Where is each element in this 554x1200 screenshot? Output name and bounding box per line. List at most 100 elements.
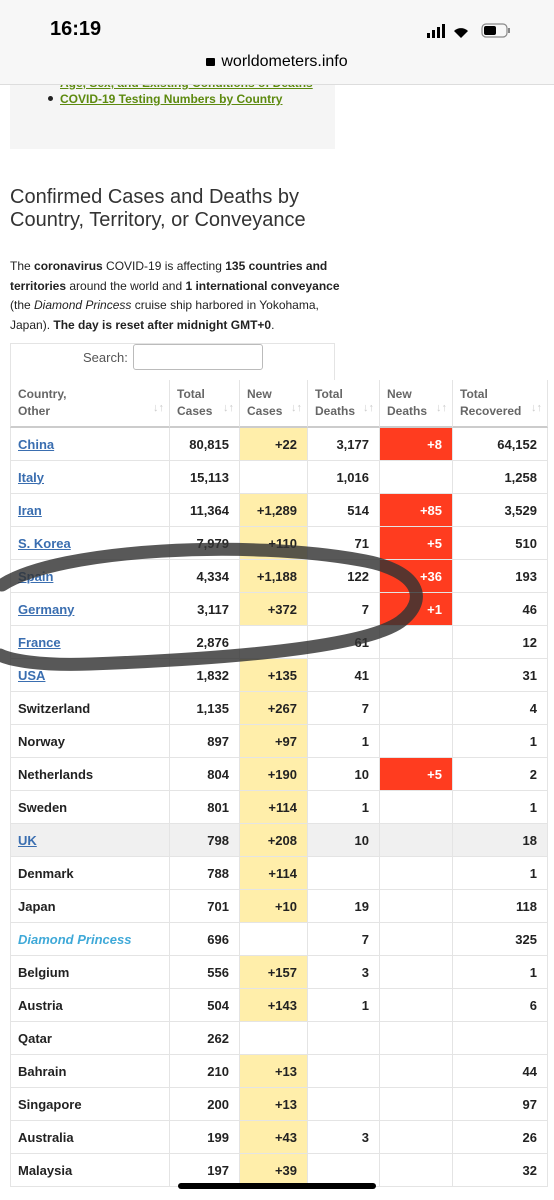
sort-icon: ↓↑ bbox=[153, 402, 164, 414]
value-cell bbox=[380, 626, 453, 659]
value-cell bbox=[380, 824, 453, 857]
value-cell: 19 bbox=[308, 890, 380, 923]
country-cell: Austria bbox=[10, 989, 170, 1022]
country-cell: Belgium bbox=[10, 956, 170, 989]
value-cell: 510 bbox=[453, 527, 548, 560]
column-header[interactable]: Total Cases ↓↑ bbox=[170, 380, 240, 428]
intro-text: 1 international conveyance bbox=[185, 278, 340, 293]
value-cell: +114 bbox=[240, 791, 308, 824]
intro-text: COVID-19 is affecting bbox=[102, 259, 226, 273]
value-cell bbox=[380, 1121, 453, 1154]
header-line: Total bbox=[177, 387, 205, 401]
intro-text: (the bbox=[10, 298, 35, 312]
address-bar[interactable]: worldometers.info bbox=[0, 53, 554, 71]
value-cell: 504 bbox=[170, 989, 240, 1022]
country-cell[interactable]: Spain bbox=[10, 560, 170, 593]
value-cell: 2,876 bbox=[170, 626, 240, 659]
value-cell: 7 bbox=[308, 923, 380, 956]
header-label: New Deaths bbox=[387, 386, 427, 420]
value-cell: 1,258 bbox=[453, 461, 548, 494]
value-cell: 1 bbox=[453, 857, 548, 890]
country-cell[interactable]: Italy bbox=[10, 461, 170, 494]
value-cell bbox=[240, 1022, 308, 1055]
value-cell: +36 bbox=[380, 560, 453, 593]
value-cell: 6 bbox=[453, 989, 548, 1022]
country-cell[interactable]: USA bbox=[10, 659, 170, 692]
value-cell: 1 bbox=[453, 791, 548, 824]
url: worldometers.info bbox=[221, 53, 348, 70]
header-line: Cases bbox=[247, 404, 283, 418]
column-header[interactable]: Total Recovered ↓↑ bbox=[453, 380, 548, 428]
value-cell bbox=[308, 857, 380, 890]
menu-box: Age, Sex, and Existing Conditions of Dea… bbox=[10, 76, 335, 149]
value-cell: 10 bbox=[308, 758, 380, 791]
intro-text: cruise ship harbored in Yokohama, Japan)… bbox=[10, 298, 319, 332]
country-cell: Sweden bbox=[10, 791, 170, 824]
value-cell: +157 bbox=[240, 956, 308, 989]
country-cell[interactable]: S. Korea bbox=[10, 527, 170, 560]
country-cell: Australia bbox=[10, 1121, 170, 1154]
country-cell[interactable]: Iran bbox=[10, 494, 170, 527]
value-cell: 3,529 bbox=[453, 494, 548, 527]
value-cell: 1,832 bbox=[170, 659, 240, 692]
header-line: Deaths bbox=[315, 404, 356, 418]
value-cell: +13 bbox=[240, 1088, 308, 1121]
value-cell: 200 bbox=[170, 1088, 240, 1121]
value-cell: 798 bbox=[170, 824, 240, 857]
value-cell: 31 bbox=[453, 659, 548, 692]
value-cell bbox=[380, 956, 453, 989]
value-cell bbox=[380, 1055, 453, 1088]
value-cell bbox=[308, 1022, 380, 1055]
value-cell: 4,334 bbox=[170, 560, 240, 593]
heading: Confirmed Cases and Deaths by Country, T… bbox=[10, 186, 306, 232]
value-cell: 1 bbox=[308, 791, 380, 824]
value-cell: 1 bbox=[308, 989, 380, 1022]
value-cell: 1,135 bbox=[170, 692, 240, 725]
value-cell: 61 bbox=[308, 626, 380, 659]
header-label: New Cases bbox=[247, 386, 282, 420]
country-cell[interactable]: Germany bbox=[10, 593, 170, 626]
header-line: Total bbox=[315, 387, 343, 401]
sort-icon: ↓↑ bbox=[291, 402, 302, 414]
search-input[interactable] bbox=[133, 344, 263, 370]
country-cell[interactable]: UK bbox=[10, 824, 170, 857]
column-header[interactable]: New Deaths ↓↑ bbox=[380, 380, 453, 428]
column-header[interactable]: Total Deaths ↓↑ bbox=[308, 380, 380, 428]
value-cell: 7 bbox=[308, 593, 380, 626]
country-cell[interactable]: France bbox=[10, 626, 170, 659]
value-cell: 32 bbox=[453, 1154, 548, 1187]
value-cell: 7 bbox=[308, 692, 380, 725]
value-cell: +372 bbox=[240, 593, 308, 626]
sort-icon: ↓↑ bbox=[436, 402, 447, 414]
country-cell: Bahrain bbox=[10, 1055, 170, 1088]
column-header[interactable]: New Cases ↓↑ bbox=[240, 380, 308, 428]
value-cell bbox=[380, 791, 453, 824]
country-cell[interactable]: Diamond Princess bbox=[10, 923, 170, 956]
value-cell: 1 bbox=[453, 956, 548, 989]
header-line: Deaths bbox=[387, 404, 428, 418]
value-cell: +267 bbox=[240, 692, 308, 725]
menu-link[interactable]: COVID-19 Testing Numbers by Country bbox=[60, 92, 283, 106]
value-cell: 801 bbox=[170, 791, 240, 824]
country-cell[interactable]: China bbox=[10, 428, 170, 461]
bullet bbox=[48, 96, 53, 101]
heading-line: Confirmed Cases and Deaths by bbox=[10, 186, 300, 208]
value-cell bbox=[380, 1088, 453, 1121]
country-cell: Japan bbox=[10, 890, 170, 923]
value-cell bbox=[380, 923, 453, 956]
value-cell: 197 bbox=[170, 1154, 240, 1187]
header-line: Country, bbox=[18, 387, 67, 401]
header-line: New bbox=[387, 387, 412, 401]
intro-text: Diamond Princess bbox=[34, 298, 132, 312]
intro-paragraph: The coronavirus COVID-19 is affecting 13… bbox=[10, 257, 340, 335]
value-cell: 1 bbox=[308, 725, 380, 758]
country-cell: Malaysia bbox=[10, 1154, 170, 1187]
header-line: New bbox=[247, 387, 272, 401]
value-cell: 556 bbox=[170, 956, 240, 989]
value-cell: 2 bbox=[453, 758, 548, 791]
value-cell: 199 bbox=[170, 1121, 240, 1154]
intro-text: around the world and bbox=[66, 278, 186, 293]
country-cell: Denmark bbox=[10, 857, 170, 890]
column-header[interactable]: Country, Other ↓↑ bbox=[10, 380, 170, 428]
